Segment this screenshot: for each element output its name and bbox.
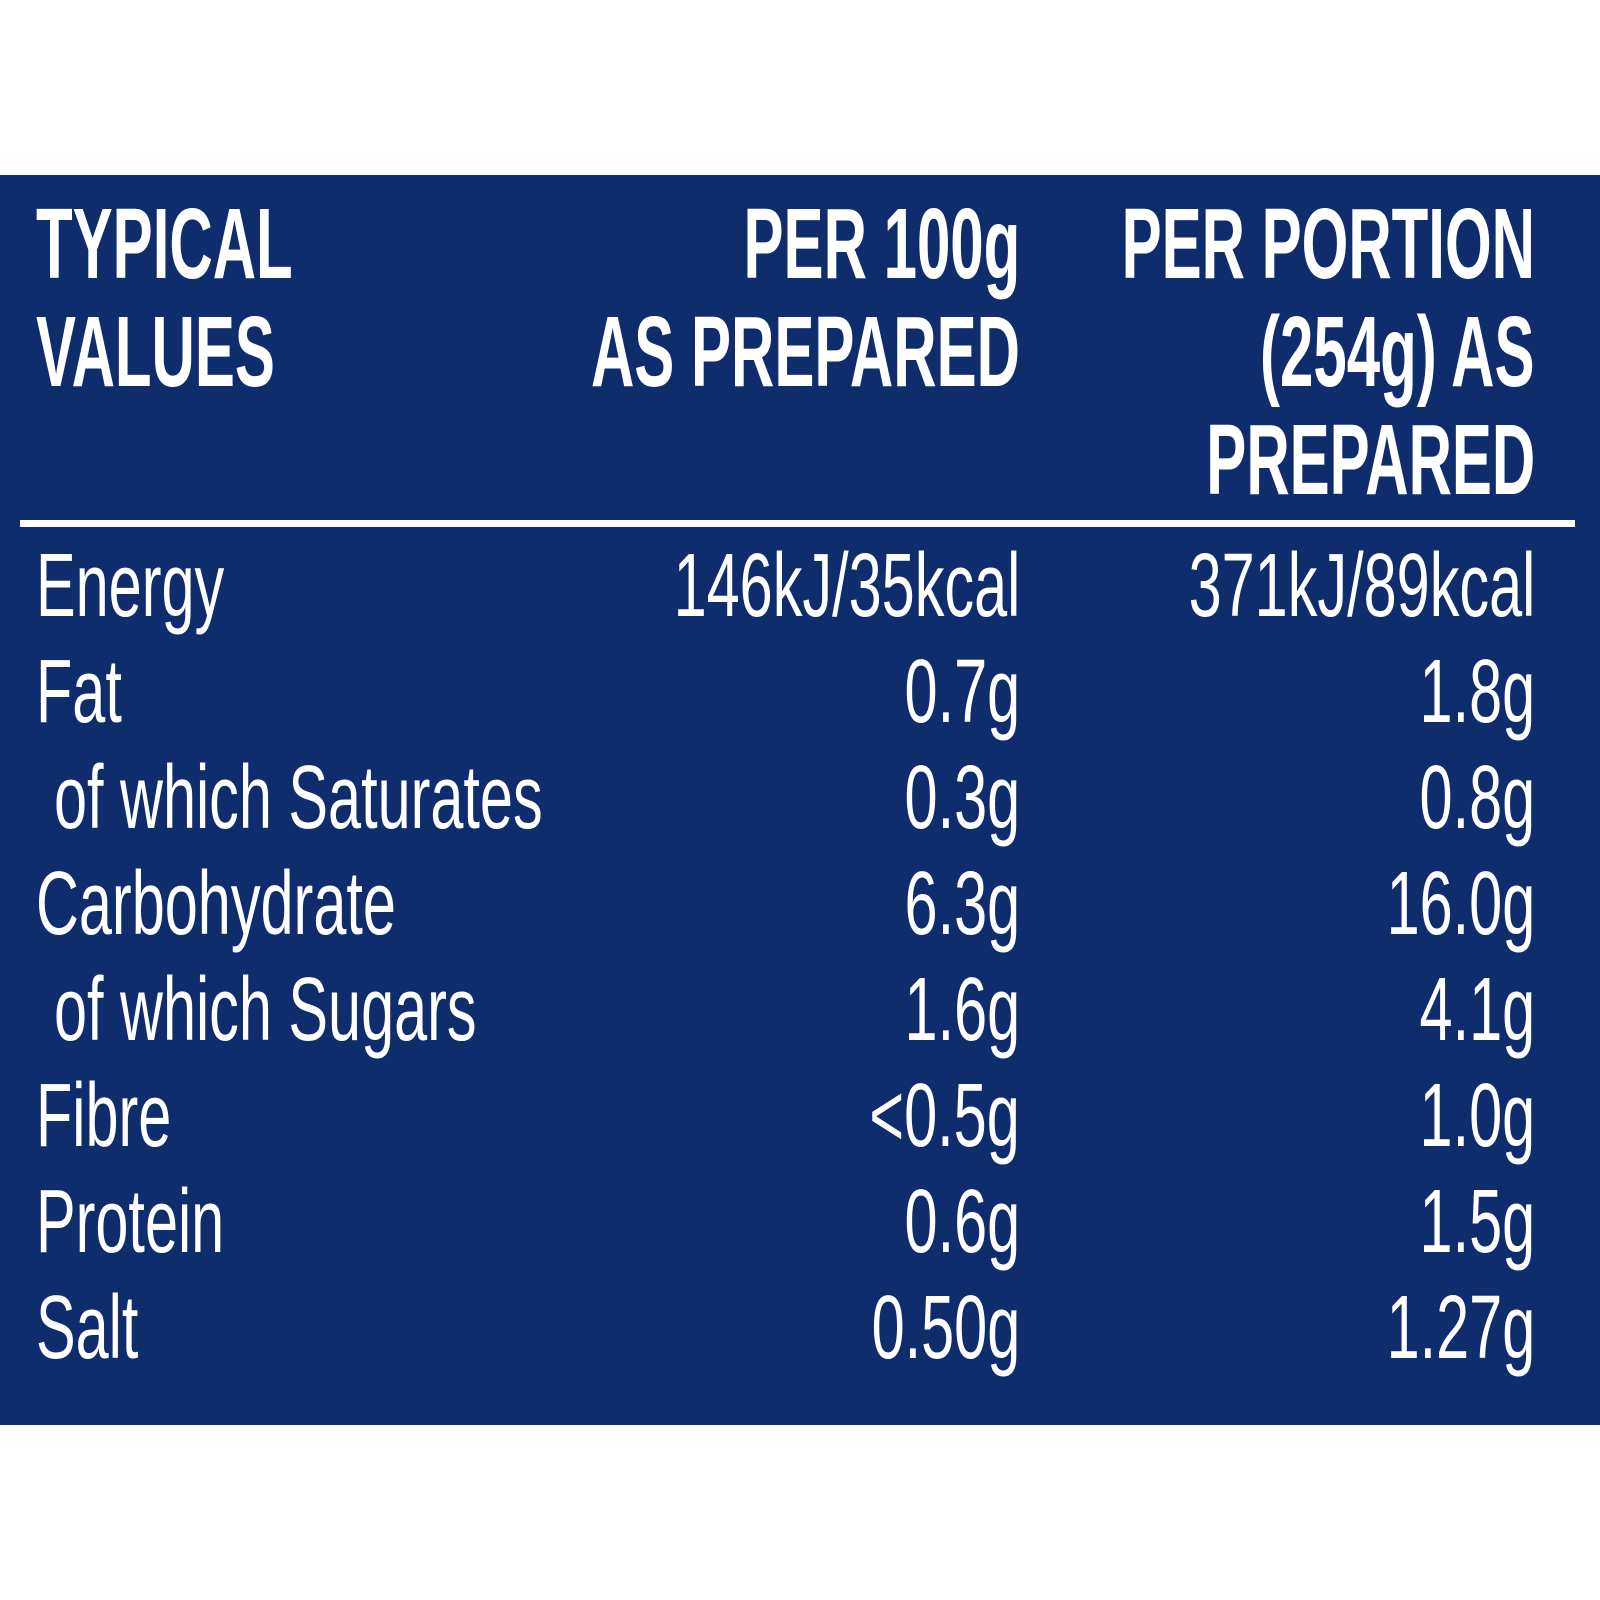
header-cell: PREPARED: [1206, 404, 1535, 516]
nutrient-value: 4.1g: [1419, 960, 1535, 1060]
nutrient-value: 1.27g: [1386, 1278, 1535, 1378]
header-cell: PER 100g: [743, 188, 1020, 300]
nutrient-name: Fibre: [36, 1066, 172, 1166]
nutrient-name: Carbohydrate: [36, 854, 396, 954]
nutrient-value: 0.50g: [871, 1278, 1020, 1378]
header-cell: (254g) AS: [1260, 296, 1535, 408]
nutrient-value: 0.6g: [904, 1172, 1020, 1272]
nutrient-name: of which Saturates: [54, 748, 543, 848]
header-cell: AS PREPARED: [591, 296, 1020, 408]
nutrient-value: 0.8g: [1419, 748, 1535, 848]
nutrient-value: 0.7g: [904, 642, 1020, 742]
nutrient-value: 371kJ/89kcal: [1188, 536, 1535, 636]
nutrient-name: Salt: [36, 1278, 139, 1378]
nutrient-value: 1.5g: [1419, 1172, 1535, 1272]
header-rule: [20, 520, 1575, 527]
nutrient-value: <0.5g: [869, 1066, 1020, 1166]
nutrient-name: Fat: [36, 642, 122, 742]
nutrient-value: 0.3g: [904, 748, 1020, 848]
nutrient-value: 146kJ/35kcal: [673, 536, 1020, 636]
nutrient-value: 16.0g: [1386, 854, 1535, 954]
nutrient-value: 1.6g: [904, 960, 1020, 1060]
header-cell: PER PORTION: [1121, 188, 1535, 300]
nutrient-value: 6.3g: [904, 854, 1020, 954]
nutrient-value: 1.0g: [1419, 1066, 1535, 1166]
header-cell: TYPICAL: [36, 188, 293, 300]
nutrition-panel: [0, 175, 1600, 1425]
nutrient-name: of which Sugars: [54, 960, 477, 1060]
header-cell: VALUES: [36, 296, 275, 408]
nutrient-name: Energy: [36, 536, 225, 636]
nutrient-value: 1.8g: [1419, 642, 1535, 742]
nutrient-name: Protein: [36, 1172, 225, 1272]
